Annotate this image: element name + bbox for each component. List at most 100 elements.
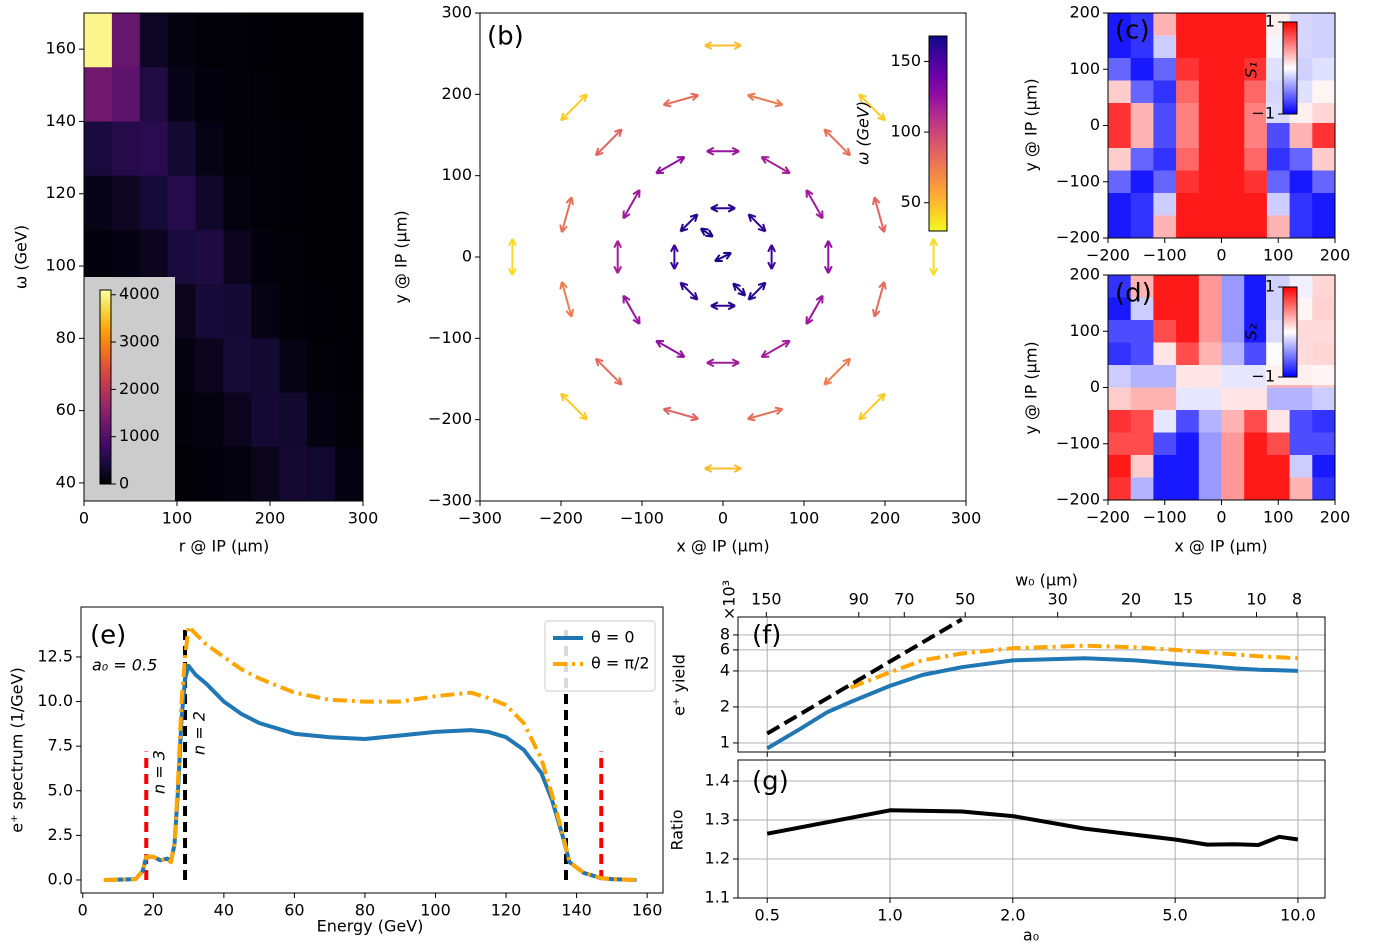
arrow [594,357,623,386]
y-tick-label: −100 [428,328,472,347]
panel-label: (d) [1115,279,1152,309]
arrow [704,41,742,50]
heatmap-cell [1108,80,1132,104]
heatmap-cell [1289,125,1313,149]
colorbar-tick-label: 3000 [119,332,160,351]
heatmap-cell [167,121,197,177]
x-tick-label: 80 [355,901,375,920]
y-tick-label: 100 [45,256,76,275]
heatmap-cell [139,13,169,68]
heatmap-cell [1130,170,1154,194]
heatmap-cell [1312,170,1335,194]
heatmap-cell [1266,125,1291,149]
heatmap-cell [1221,432,1245,456]
heatmap-cell [1153,320,1177,343]
x2-tick-label: 20 [1121,590,1141,609]
heatmap-cell [1221,365,1245,388]
heatmap-cell [1221,170,1245,194]
heatmap-cell [1130,387,1154,411]
x-axis-label: x @ IP (μm) [1174,537,1267,556]
data-line [766,656,1298,751]
y-tick-label: 2.5 [48,825,73,844]
arrow [871,196,887,233]
heatmap-cell [1130,80,1154,104]
heatmap-cell [1289,410,1313,433]
y-axis-label: y @ IP (μm) [1022,78,1041,171]
arrow [823,357,852,386]
x-tick-label: 200 [1320,508,1351,527]
heatmap-cell [1176,80,1200,104]
arrow [929,238,938,276]
x2-tick-label: 10 [1246,590,1266,609]
arrow [704,464,742,473]
heatmap-cell [195,13,224,68]
heatmap-cell [1176,455,1200,478]
heatmap-cell [1244,365,1268,388]
heatmap-cell [1221,477,1245,500]
heatmap-cell [1108,410,1132,433]
arrow [871,281,887,318]
panel-label: (e) [90,621,126,651]
heatmap-cell [1176,297,1200,321]
heatmap-cell [223,13,252,68]
y-tick-label: 8 [720,624,730,643]
heatmap-cell [1221,455,1245,478]
heatmap-cell [1108,215,1132,238]
heatmap-cell [223,392,252,448]
y-tick-label: 0 [1090,377,1100,396]
heatmap-cell [223,229,252,285]
heatmap-cell [1108,455,1132,478]
heatmap-cell [1108,170,1132,194]
heatmap-cell [111,229,141,285]
plot-area [1108,275,1335,500]
heatmap-cell [1221,387,1245,411]
heatmap-cell [1176,275,1200,298]
heatmap-cell [167,229,197,285]
arrow [714,251,732,263]
x-tick-label: 100 [1263,508,1294,527]
heatmap-cell [1198,193,1222,216]
y-tick-label: 300 [441,3,472,22]
data-line [766,617,963,736]
arrow [662,92,699,108]
heatmap-cell [1266,455,1291,478]
heatmap-cell [1176,103,1200,126]
heatmap-cell [1108,432,1132,456]
arrow [706,358,740,368]
colorbar-tick-label: 1 [1265,277,1275,296]
heatmap-cell [1198,35,1222,59]
heatmap-cell [307,121,336,177]
y-tick-label: 0 [1090,115,1100,134]
heatmap-cell [1176,13,1200,36]
colorbar-background [1266,275,1335,385]
plot-area [766,617,1299,751]
heatmap-cell [1130,13,1154,36]
y-tick-label: 160 [45,39,76,58]
colorbar [99,289,112,485]
x-tick-label: −100 [620,509,664,528]
heatmap-cell [1130,35,1154,59]
arrow [823,240,833,274]
heatmap-cell [1153,80,1177,104]
heatmap-cell [1221,80,1245,104]
heatmap-cell [1176,432,1200,456]
heatmap-cell [335,284,363,339]
heatmap-cell [223,446,252,501]
heatmap-cell [279,175,308,231]
x2-tick-label: 30 [1047,590,1067,609]
x-axis-label: r @ IP (μm) [179,537,269,556]
arrow [747,213,767,233]
heatmap-cell [1312,477,1335,500]
heatmap-cell [1198,103,1222,126]
y-tick-label: 140 [45,111,76,130]
heatmap-cell [1198,297,1222,321]
heatmap-cell [279,13,308,68]
heatmap-cell [111,175,141,231]
y-axis-label: ω (GeV) [12,225,31,289]
heatmap-cell [1244,170,1268,194]
heatmap-cell [195,284,224,339]
colorbar-tick-label: 1000 [119,426,160,445]
heatmap-cell [335,229,363,285]
heatmap-cell [1289,170,1313,194]
arrow [670,244,679,270]
